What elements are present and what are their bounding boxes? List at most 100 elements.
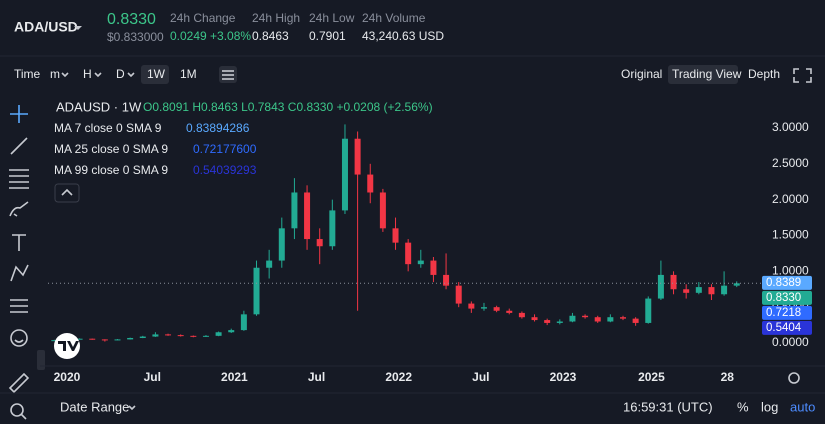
x-tick-label: 28 xyxy=(721,370,735,384)
candle-body xyxy=(127,337,134,340)
candle-body xyxy=(544,320,551,323)
stat-label: 24h Change xyxy=(170,11,236,25)
candle-body xyxy=(619,317,626,319)
candle-body xyxy=(582,315,589,318)
legend-name: MA 25 close 0 SMA 9 xyxy=(54,142,168,156)
interval[interactable]: m xyxy=(50,67,60,81)
collapse-button[interactable] xyxy=(37,350,45,370)
brush-tool[interactable] xyxy=(9,201,29,217)
x-tick-label: 2020 xyxy=(54,370,81,384)
candle-body xyxy=(51,340,58,342)
time-label: Time xyxy=(14,67,41,81)
pattern-tool[interactable] xyxy=(10,264,29,282)
interval-caret xyxy=(61,72,69,78)
chart-title: ADAUSD · 1W xyxy=(56,99,142,114)
y-tick-label: 3.0000 xyxy=(772,120,809,134)
axis-settings-icon[interactable] xyxy=(788,372,800,384)
text-tool[interactable] xyxy=(12,234,26,251)
candle-body xyxy=(695,287,702,293)
y-tick-label: 1.5000 xyxy=(772,228,809,242)
price-tag-label: 0.8389 xyxy=(766,277,801,289)
symbol[interactable]: ADA/USD xyxy=(14,19,78,35)
candle-body xyxy=(594,317,601,322)
expand-icon[interactable] xyxy=(793,68,812,83)
stat-value: 0.0249 +3.08% xyxy=(170,29,251,43)
interval[interactable]: 1M xyxy=(180,67,197,81)
candle-body xyxy=(190,335,197,337)
candle-body xyxy=(341,138,348,211)
candle-body xyxy=(733,283,740,286)
measure-tool[interactable] xyxy=(10,299,28,313)
price-tag xyxy=(762,305,812,320)
candle-body xyxy=(329,210,336,247)
candle-body xyxy=(531,317,538,321)
ohlc-text: O0.8091 H0.8463 L0.7843 C0.8330 +0.0208 … xyxy=(143,100,433,114)
candle-body xyxy=(556,321,563,323)
candle-body xyxy=(443,274,450,286)
candle-body xyxy=(468,303,475,309)
candle-body xyxy=(367,174,374,193)
date-range[interactable]: Date Range xyxy=(60,399,129,414)
candle-body xyxy=(240,314,247,331)
collapse-legend[interactable] xyxy=(54,183,80,203)
interval[interactable]: H xyxy=(83,67,92,81)
drawing-tools xyxy=(8,105,45,420)
x-tick-label: 2025 xyxy=(638,370,665,384)
legend-value: 0.72177600 xyxy=(193,142,257,156)
candle-body xyxy=(493,307,500,311)
legend-name: MA 99 close 0 SMA 9 xyxy=(54,163,168,177)
view-option[interactable]: Trading View xyxy=(672,67,742,81)
candle-body xyxy=(139,336,146,338)
crosshair-tool[interactable] xyxy=(10,105,28,123)
emoji-tool[interactable] xyxy=(10,329,28,347)
candle-body xyxy=(253,267,260,315)
interval[interactable]: D xyxy=(116,67,125,81)
price: 0.8330 xyxy=(107,11,156,28)
view-option[interactable]: Depth xyxy=(748,67,780,81)
scale-option[interactable]: log xyxy=(761,399,778,414)
x-tick-label: Jul xyxy=(144,370,161,384)
candle-body xyxy=(316,239,323,247)
clock: 16:59:31 (UTC) xyxy=(623,399,713,414)
y-tick-label: 1.0000 xyxy=(772,263,809,277)
price-tag-label: 0.5404 xyxy=(766,322,802,334)
symbol-caret[interactable] xyxy=(74,26,82,30)
candle-body xyxy=(721,285,728,295)
stat-value: 0.7901 xyxy=(309,29,346,43)
settings-icon[interactable] xyxy=(219,66,237,83)
stat-label: 24h High xyxy=(252,11,300,25)
zoom-tool[interactable] xyxy=(10,403,27,420)
candle-body xyxy=(165,334,172,336)
trend-line-tool[interactable] xyxy=(10,137,28,155)
candle-body xyxy=(177,335,184,337)
x-tick-label: 2022 xyxy=(385,370,412,384)
stat-value: 43,240.63 USD xyxy=(362,29,444,43)
candle-body xyxy=(657,274,664,299)
scale-option[interactable]: % xyxy=(737,399,749,414)
fib-tool[interactable] xyxy=(9,169,29,189)
scale-option[interactable]: auto xyxy=(790,399,815,414)
candle-body xyxy=(708,287,715,295)
candle-body xyxy=(114,339,121,341)
price-tag xyxy=(762,320,812,335)
interval[interactable]: 1W xyxy=(147,67,166,81)
candle-body xyxy=(354,138,361,175)
x-tick-label: 2023 xyxy=(550,370,577,384)
interval-active xyxy=(141,65,169,84)
candle-body xyxy=(632,318,639,323)
stat-value: 0.8463 xyxy=(252,29,289,43)
date-range-caret[interactable] xyxy=(128,405,136,411)
y-tick-label: 0.0000 xyxy=(772,335,809,349)
stat-label: 24h Low xyxy=(309,11,355,25)
ruler-tool[interactable] xyxy=(8,372,30,394)
view-option[interactable]: Original xyxy=(621,67,662,81)
candle-body xyxy=(89,338,96,340)
price-tag xyxy=(762,275,812,290)
candle-body xyxy=(228,330,235,333)
price-tag-label: 0.8330 xyxy=(766,292,801,304)
candle-body xyxy=(480,307,487,309)
candle-body xyxy=(152,334,159,337)
interval-caret xyxy=(127,72,135,78)
candle-body xyxy=(392,228,399,243)
